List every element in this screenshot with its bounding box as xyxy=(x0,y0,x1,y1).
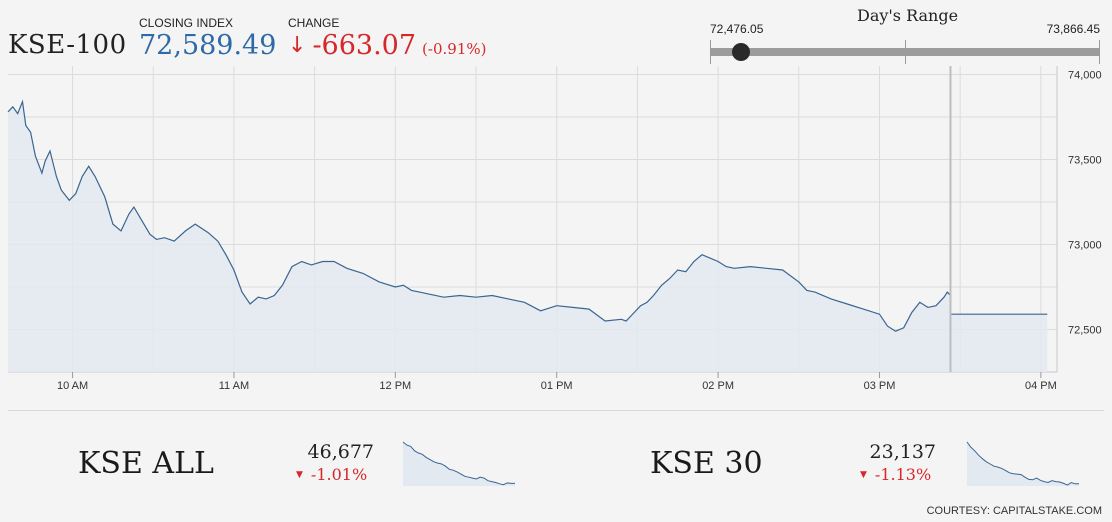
ticker-change-value: -1.01% xyxy=(310,465,368,484)
ticker-name-kse-30: KSE 30 xyxy=(650,446,763,481)
courtesy-text: COURTESY: CAPITALSTAKE.COM xyxy=(926,505,1102,517)
change-label: CHANGE xyxy=(288,16,340,30)
sparkline-line xyxy=(402,441,515,486)
chart-ticks: 72,500 73,000 73,500 74,000 10 AM 11 AM 12 PM 0… xyxy=(57,70,1102,393)
index-name: KSE-100 xyxy=(8,30,127,60)
down-arrow-icon: ↓ xyxy=(288,33,307,58)
range-tick-end xyxy=(1099,40,1100,64)
range-tick-start xyxy=(710,40,711,64)
days-range-high: 73,866.45 xyxy=(1046,22,1100,36)
closing-index-value: 72,589.49 xyxy=(139,30,277,61)
ticker-value-kse-all: 46,677 xyxy=(307,441,374,463)
y-tick-label: 72,500 xyxy=(1068,325,1102,337)
ticker-name-kse-all: KSE ALL xyxy=(78,446,214,481)
x-tick-label: 12 PM xyxy=(379,380,411,392)
sparkline-line xyxy=(966,441,1079,486)
y-tick-label: 73,000 xyxy=(1068,240,1102,252)
sparkline-area xyxy=(967,442,1079,486)
sparkline-kse-30 xyxy=(966,441,1079,486)
days-range-bar xyxy=(710,40,1100,64)
days-range-low: 72,476.05 xyxy=(710,22,764,36)
down-triangle-icon: ▼ xyxy=(296,470,303,480)
x-tick-label: 02 PM xyxy=(702,380,734,392)
y-tick-label: 73,500 xyxy=(1068,155,1102,167)
section-divider xyxy=(8,410,1104,411)
chart-area-fill xyxy=(8,101,1048,372)
x-tick-label: 04 PM xyxy=(1025,380,1057,392)
x-tick-label: 10 AM xyxy=(57,380,88,392)
days-range-title: Day's Range xyxy=(857,6,959,25)
range-tick-mid xyxy=(905,40,906,64)
change-value: -663.07 xyxy=(312,30,417,61)
range-current-marker xyxy=(732,43,751,61)
ticker-value-kse-30: 23,137 xyxy=(869,441,936,463)
intraday-chart: 72,500 73,000 73,500 74,000 10 AM 11 AM 12 PM 0… xyxy=(7,66,1102,393)
sparkline-area xyxy=(403,442,515,486)
x-tick-label: 01 PM xyxy=(541,380,573,392)
chart-series-line xyxy=(7,99,1048,332)
down-triangle-icon: ▼ xyxy=(860,470,867,480)
y-tick-label: 74,000 xyxy=(1068,70,1102,82)
x-tick-label: 11 AM xyxy=(219,380,249,392)
ticker-change-kse-all: ▼ -1.01% xyxy=(296,465,367,484)
change-percent: (-0.91%) xyxy=(422,40,487,58)
sparkline-kse-all xyxy=(402,441,515,486)
ticker-change-value: -1.13% xyxy=(874,465,932,484)
closing-index-label: CLOSING INDEX xyxy=(139,16,234,30)
x-tick-label: 03 PM xyxy=(864,380,896,392)
change-row: ↓ -663.07 (-0.91%) xyxy=(288,30,486,61)
ticker-change-kse-30: ▼ -1.13% xyxy=(860,465,931,484)
